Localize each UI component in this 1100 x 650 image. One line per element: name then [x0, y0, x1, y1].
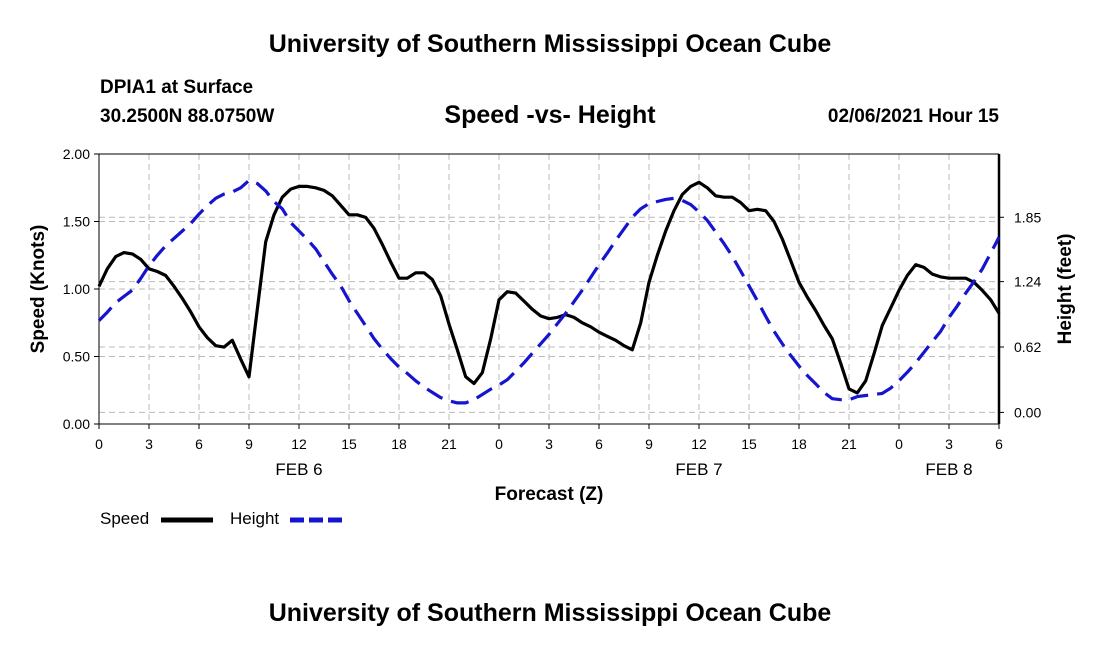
station-name: DPIA1 at Surface [100, 77, 254, 98]
x-tick-label: 21 [441, 436, 457, 452]
y-left-axis-title: Speed (Knots) [28, 225, 49, 354]
x-tick-label: 18 [791, 436, 807, 452]
y-right-tick-label: 0.00 [1014, 404, 1041, 420]
y-right-tick-label: 0.62 [1014, 339, 1041, 355]
x-tick-label: 9 [645, 436, 653, 452]
x-tick-label: 0 [895, 436, 903, 452]
x-tick-label: 0 [95, 436, 103, 452]
x-tick-label: 0 [495, 436, 503, 452]
footer-title: University of Southern Mississippi Ocean… [268, 599, 832, 627]
legend-height-label: Height [230, 509, 279, 528]
x-tick-label: 6 [595, 436, 603, 452]
x-tick-label: 3 [945, 436, 953, 452]
x-tick-label: 6 [195, 436, 203, 452]
height-series-line [97, 178, 1001, 405]
x-tick-label: 21 [841, 436, 857, 452]
y-left-tick-label: 1.50 [63, 214, 90, 230]
date-label: FEB 7 [675, 460, 722, 479]
speed-series-line [97, 180, 1001, 395]
x-tick-label: 18 [391, 436, 407, 452]
x-axis-title: Forecast (Z) [495, 484, 604, 505]
x-tick-label: 15 [341, 436, 357, 452]
x-tick-label: 3 [545, 436, 553, 452]
x-tick-label: 9 [245, 436, 253, 452]
y-left-tick-label: 0.00 [63, 416, 90, 432]
station-coordinates: 30.2500N 88.0750W [100, 106, 275, 127]
forecast-datetime: 02/06/2021 Hour 15 [827, 106, 999, 127]
y-right-tick-label: 1.24 [1014, 274, 1041, 290]
date-label: FEB 8 [925, 460, 972, 479]
date-label: FEB 6 [275, 460, 322, 479]
y-left-tick-label: 1.00 [63, 281, 90, 297]
legend-speed-label: Speed [100, 509, 149, 528]
y-left-tick-label: 2.00 [63, 146, 90, 162]
x-tick-label: 12 [691, 436, 707, 452]
y-right-axis-title: Height (feet) [1055, 234, 1076, 345]
x-tick-label: 6 [995, 436, 1003, 452]
chart-subtitle: Speed -vs- Height [444, 101, 656, 129]
y-right-tick-label: 1.85 [1014, 209, 1041, 225]
x-tick-label: 15 [741, 436, 757, 452]
chart-main-title: University of Southern Mississippi Ocean… [268, 30, 832, 58]
x-tick-label: 12 [291, 436, 307, 452]
y-left-tick-label: 0.50 [63, 349, 90, 365]
x-tick-label: 3 [145, 436, 153, 452]
